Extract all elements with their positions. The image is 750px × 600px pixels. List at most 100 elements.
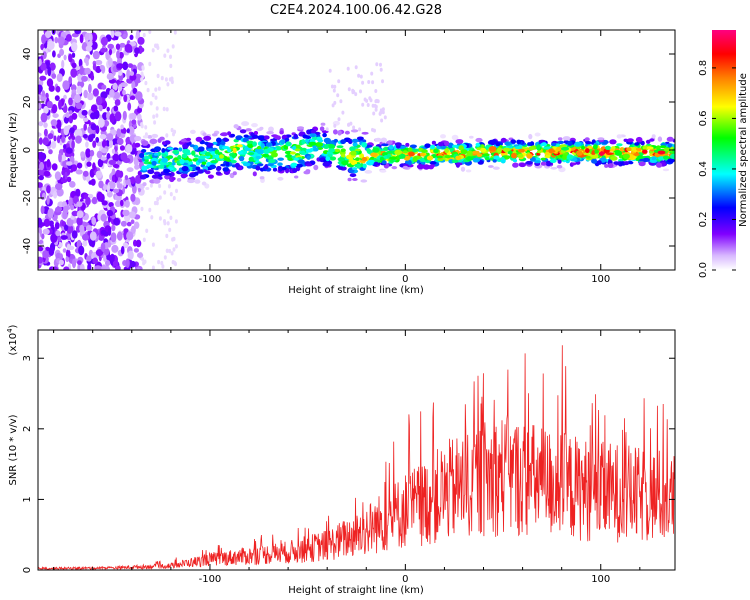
signal-blob xyxy=(667,158,675,163)
signal-blob xyxy=(230,159,237,164)
signal-blob xyxy=(281,166,287,171)
noise-blob xyxy=(92,140,97,148)
signal-blob xyxy=(231,153,237,159)
noise-blob xyxy=(38,79,44,87)
noise-blob xyxy=(75,135,82,144)
signal-blob xyxy=(233,124,239,129)
snr-y-multiplier: (x104) xyxy=(6,324,19,355)
noise-blob xyxy=(94,265,102,270)
signal-blob xyxy=(145,187,150,190)
signal-blob xyxy=(626,147,632,152)
signal-blob xyxy=(280,139,286,145)
noise-blob xyxy=(132,87,138,94)
noise-blob xyxy=(170,127,174,133)
signal-blob xyxy=(597,160,602,165)
noise-blob xyxy=(163,221,167,226)
signal-blob xyxy=(259,176,265,180)
noise-blob xyxy=(166,82,170,87)
snr-x-label: Height of straight line (km) xyxy=(288,585,424,596)
signal-blob xyxy=(444,140,450,146)
y-tick-label: 20 xyxy=(22,96,33,109)
noise-blob xyxy=(129,34,134,40)
noise-blob xyxy=(75,169,83,175)
signal-blob xyxy=(422,164,431,170)
signal-blob xyxy=(349,146,356,152)
noise-blob xyxy=(126,231,134,241)
colorbar-gradient xyxy=(712,30,736,270)
noise-blob xyxy=(87,92,94,101)
signal-blob xyxy=(207,142,214,147)
noise-blob xyxy=(71,112,78,120)
signal-blob xyxy=(147,169,155,175)
noise-blob xyxy=(95,125,100,135)
signal-blob xyxy=(327,153,333,157)
noise-blob xyxy=(160,75,164,81)
noise-blob xyxy=(63,54,67,61)
signal-blob xyxy=(562,136,571,141)
signal-blob xyxy=(598,151,606,156)
spectrogram-ticks: -100 0 100 -40 -20 0 20 40 xyxy=(22,30,675,285)
signal-blob xyxy=(153,152,159,156)
signal-blob xyxy=(616,134,622,139)
noise-blob xyxy=(96,96,103,106)
signal-blob xyxy=(381,143,389,147)
noise-blob xyxy=(122,33,127,39)
signal-blob xyxy=(429,164,436,168)
signal-blob xyxy=(236,144,243,148)
noise-blob xyxy=(118,51,124,59)
noise-blob xyxy=(333,123,337,128)
signal-blob xyxy=(143,155,151,160)
signal-blob xyxy=(295,144,301,149)
signal-blob xyxy=(538,139,546,143)
noise-blob xyxy=(108,159,117,165)
noise-blob xyxy=(374,107,378,112)
noise-blob xyxy=(137,36,145,45)
colorbar-tick-label: 0.2 xyxy=(698,212,709,228)
signal-blob xyxy=(308,141,317,146)
noise-blob xyxy=(347,122,350,127)
noise-blob xyxy=(42,137,49,146)
signal-blob xyxy=(516,139,522,145)
noise-blob xyxy=(372,111,376,116)
signal-blob xyxy=(255,165,261,171)
noise-blob xyxy=(333,100,337,105)
signal-blob xyxy=(424,155,429,161)
signal-blob xyxy=(593,144,598,150)
noise-blob xyxy=(101,148,108,154)
noise-blob xyxy=(38,256,44,264)
signal-blob xyxy=(389,159,394,163)
signal-blob xyxy=(245,128,252,132)
noise-blob xyxy=(383,115,387,120)
colorbar-tick-label: 0.8 xyxy=(698,60,709,76)
noise-blob xyxy=(130,219,135,224)
noise-blob xyxy=(68,97,73,106)
signal-blob xyxy=(149,138,158,145)
noise-blob xyxy=(106,183,110,193)
signal-blob xyxy=(557,137,563,141)
noise-blob xyxy=(85,141,89,148)
signal-blob xyxy=(294,148,301,152)
noise-blob xyxy=(172,196,176,201)
noise-blob xyxy=(116,137,124,146)
signal-blob xyxy=(328,144,336,150)
noise-blob xyxy=(63,116,69,124)
signal-blob xyxy=(238,166,243,171)
signal-blob xyxy=(385,150,394,154)
signal-blob xyxy=(444,148,450,154)
signal-blob xyxy=(181,165,189,172)
noise-blob xyxy=(140,206,144,212)
signal-blob xyxy=(637,155,644,160)
signal-blob xyxy=(649,138,655,142)
signal-blob xyxy=(191,150,196,156)
noise-blob xyxy=(79,224,85,233)
noise-blob xyxy=(111,174,116,182)
signal-blob xyxy=(402,165,409,170)
signal-blob xyxy=(265,142,273,147)
signal-blob xyxy=(518,148,525,153)
noise-blob xyxy=(158,183,162,189)
noise-blob xyxy=(352,125,356,130)
colorbar-tick-label: 0.4 xyxy=(698,161,709,177)
noise-blob xyxy=(118,69,123,76)
noise-blob xyxy=(108,202,114,208)
noise-blob xyxy=(48,149,53,155)
